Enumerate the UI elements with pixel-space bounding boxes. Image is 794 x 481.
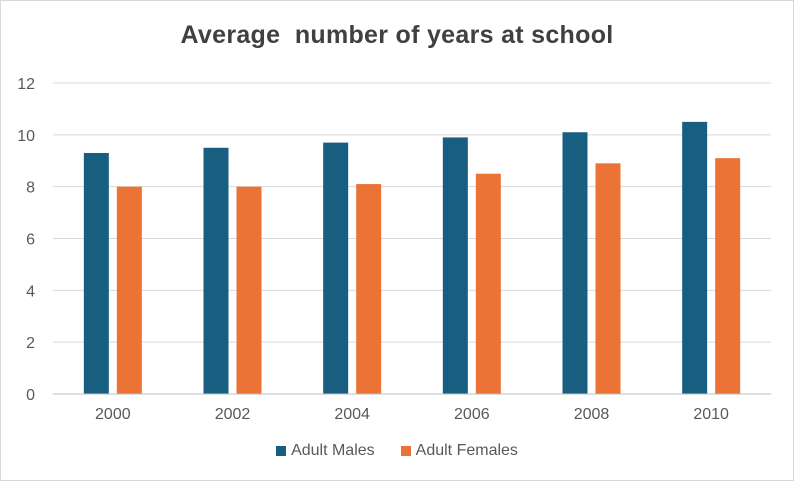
- y-tick-label-4: 4: [26, 283, 35, 300]
- bar-adult-females-2010: [715, 158, 741, 394]
- bar-adult-females-2002: [236, 186, 262, 394]
- legend: Adult Males Adult Females: [1, 442, 793, 460]
- bar-adult-females-2006: [475, 173, 501, 394]
- y-tick-label-2: 2: [26, 335, 35, 352]
- x-tick-label-2010: 2010: [693, 406, 729, 423]
- y-tick-label-12: 12: [17, 76, 35, 93]
- bar-adult-males-2008: [562, 132, 588, 394]
- legend-item-adult-males: Adult Males: [276, 442, 375, 460]
- bar-adult-males-2000: [83, 152, 109, 394]
- bar-adult-males-2004: [323, 142, 349, 394]
- y-tick-label-0: 0: [26, 387, 35, 404]
- x-tick-label-2008: 2008: [574, 406, 610, 423]
- legend-item-adult-females: Adult Females: [400, 442, 518, 460]
- legend-label-adult-males: Adult Males: [291, 442, 375, 459]
- bar-adult-males-2010: [682, 121, 708, 394]
- y-tick-label-8: 8: [26, 180, 35, 197]
- legend-label-adult-females: Adult Females: [415, 442, 518, 459]
- x-tick-label-2006: 2006: [454, 406, 490, 423]
- y-tick-label-6: 6: [26, 232, 35, 249]
- chart-title: Average number of years at school: [180, 21, 614, 49]
- y-tick-label-10: 10: [17, 128, 35, 145]
- x-tick-label-2002: 2002: [215, 406, 251, 423]
- bar-adult-males-2006: [442, 137, 468, 395]
- bar-adult-females-2008: [595, 163, 621, 394]
- bar-adult-males-2002: [203, 147, 229, 394]
- legend-swatch-adult-females: [400, 446, 411, 456]
- legend-swatch-adult-males: [276, 446, 287, 456]
- bar-adult-females-2004: [356, 184, 382, 394]
- x-tick-label-2004: 2004: [334, 406, 370, 423]
- bar-adult-females-2000: [116, 186, 142, 394]
- x-tick-label-2000: 2000: [95, 406, 131, 423]
